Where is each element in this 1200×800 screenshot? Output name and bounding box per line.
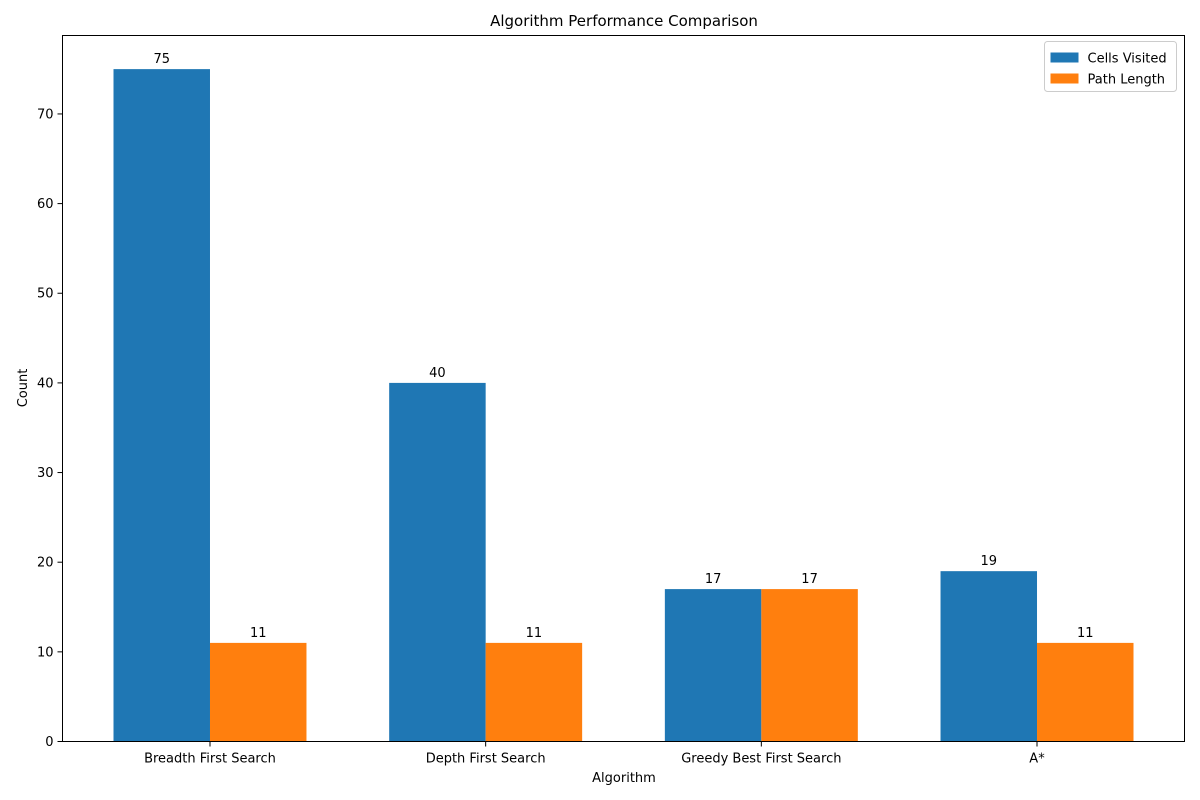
- y-tick-label: 10: [37, 645, 54, 660]
- legend-label-path-length: Path Length: [1088, 73, 1166, 88]
- bar-cells-visited-1: [389, 382, 486, 742]
- legend-swatch-path-length: [1050, 73, 1079, 84]
- x-tick-label: A*: [1029, 752, 1045, 767]
- data-label-path-length-3: 11: [1077, 626, 1094, 641]
- data-labels-layer: 75 40 17 19 11 11 17 11: [153, 52, 1093, 641]
- y-tick-label: 30: [37, 466, 54, 481]
- chart-title: Algorithm Performance Comparison: [490, 12, 758, 30]
- bar-path-length-1: [485, 642, 583, 742]
- x-tick-label: Depth First Search: [426, 752, 546, 767]
- bar-cells-visited-0: [113, 69, 210, 742]
- x-tick-label: Greedy Best First Search: [681, 752, 841, 767]
- x-tick-label: Breadth First Search: [144, 752, 276, 767]
- data-label-cells-visited-3: 19: [980, 554, 997, 569]
- bar-path-length-3: [1037, 642, 1134, 742]
- y-tick-label: 70: [37, 107, 54, 122]
- data-label-cells-visited-2: 17: [705, 572, 722, 587]
- y-tick-label: 20: [37, 556, 54, 571]
- legend-label-cells-visited: Cells Visited: [1088, 52, 1167, 67]
- legend: Cells Visited Path Length: [1044, 41, 1177, 92]
- bar-cells-visited-2: [664, 589, 762, 742]
- x-axis: Breadth First Search Depth First Search Gr…: [144, 741, 1045, 767]
- legend-swatch-cells-visited: [1050, 52, 1079, 63]
- bar-path-length-0: [209, 642, 307, 742]
- bar-path-length-2: [761, 589, 858, 742]
- y-axis-title: Count: [16, 369, 31, 408]
- data-label-path-length-2: 17: [801, 572, 818, 587]
- y-tick-label: 50: [37, 287, 54, 302]
- data-label-path-length-1: 11: [526, 626, 543, 641]
- plot-frame: [62, 35, 1185, 742]
- y-tick-label: 0: [45, 735, 53, 750]
- y-axis: 0 10 20 30 40 50 60 70: [37, 107, 63, 750]
- data-label-cells-visited-0: 75: [153, 52, 170, 67]
- bar-cells-visited-3: [940, 571, 1038, 742]
- bars-layer: [113, 69, 1134, 742]
- data-label-path-length-0: 11: [250, 626, 267, 641]
- y-tick-label: 40: [37, 376, 54, 391]
- data-label-cells-visited-1: 40: [429, 366, 446, 381]
- y-tick-label: 60: [37, 197, 54, 212]
- x-axis-title: Algorithm: [592, 771, 656, 786]
